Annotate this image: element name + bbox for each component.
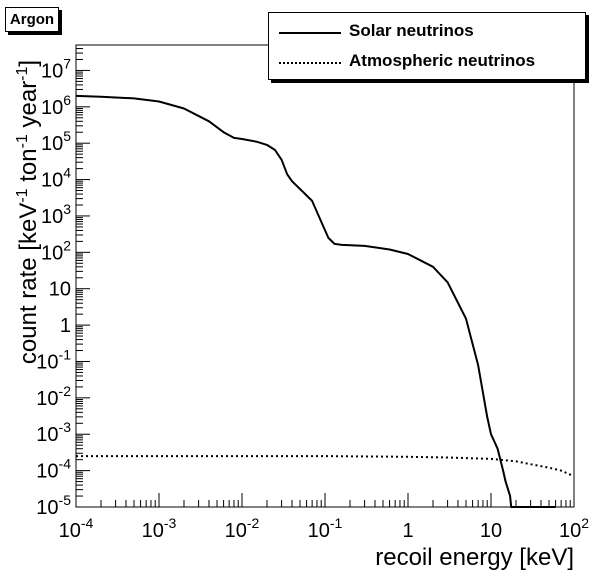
- x-tick-label: 10-3: [142, 515, 177, 542]
- legend: Solar neutrinos Atmospheric neutrinos: [268, 12, 586, 80]
- y-tick-label: 102: [41, 237, 71, 264]
- legend-swatch-solid: [279, 32, 341, 34]
- legend-item-solar: Solar neutrinos: [269, 16, 585, 46]
- x-tick-label: 10-1: [308, 515, 343, 542]
- y-tick-label: 107: [41, 55, 71, 82]
- legend-label: Solar neutrinos: [349, 21, 474, 40]
- legend-label: Atmospheric neutrinos: [349, 51, 536, 70]
- x-tick-label: 10: [480, 520, 502, 542]
- series-line-atmospheric: [76, 455, 575, 478]
- y-tick-label: 106: [41, 92, 71, 119]
- x-axis-ticks: 10-4 10-3 10-2 10-1 1 10 102: [59, 493, 589, 542]
- chart-title: Argon: [5, 7, 59, 32]
- y-tick-label: 10: [49, 279, 71, 301]
- plot-frame: [75, 44, 575, 508]
- x-tick-label: 102: [559, 515, 589, 542]
- series-group: [75, 94, 575, 508]
- y-tick-label: 103: [41, 201, 71, 228]
- svg-text:count rate [keV-1 ton-1 year-1: count rate [keV-1 ton-1 year-1]: [14, 60, 42, 364]
- legend-swatch-dotted: [279, 62, 341, 64]
- y-tick-label: 1: [60, 315, 71, 337]
- x-axis-label: recoil energy [keV]: [375, 544, 574, 571]
- y-tick-label: 10-4: [36, 456, 71, 483]
- y-axis-label: count rate [keV-1 ton-1 year-1]: [14, 60, 42, 364]
- y-tick-label: 10-1: [36, 346, 71, 373]
- x-tick-label: 1: [402, 520, 413, 542]
- y-axis-ticks: 10-5 10-4 10-3 10-2 10-1 1 10 102 103 104 105 106 10…: [36, 44, 90, 519]
- y-tick-label: 104: [41, 165, 71, 192]
- y-tick-label: 10-2: [36, 383, 71, 410]
- x-tick-label: 10-2: [225, 515, 260, 542]
- y-tick-label: 10-3: [36, 419, 71, 446]
- legend-item-atmospheric: Atmospheric neutrinos: [269, 46, 585, 76]
- series-line-solar: [75, 94, 556, 508]
- y-tick-label: 105: [41, 128, 71, 155]
- x-tick-label: 10-4: [59, 515, 94, 542]
- y-tick-label: 10-5: [36, 492, 71, 519]
